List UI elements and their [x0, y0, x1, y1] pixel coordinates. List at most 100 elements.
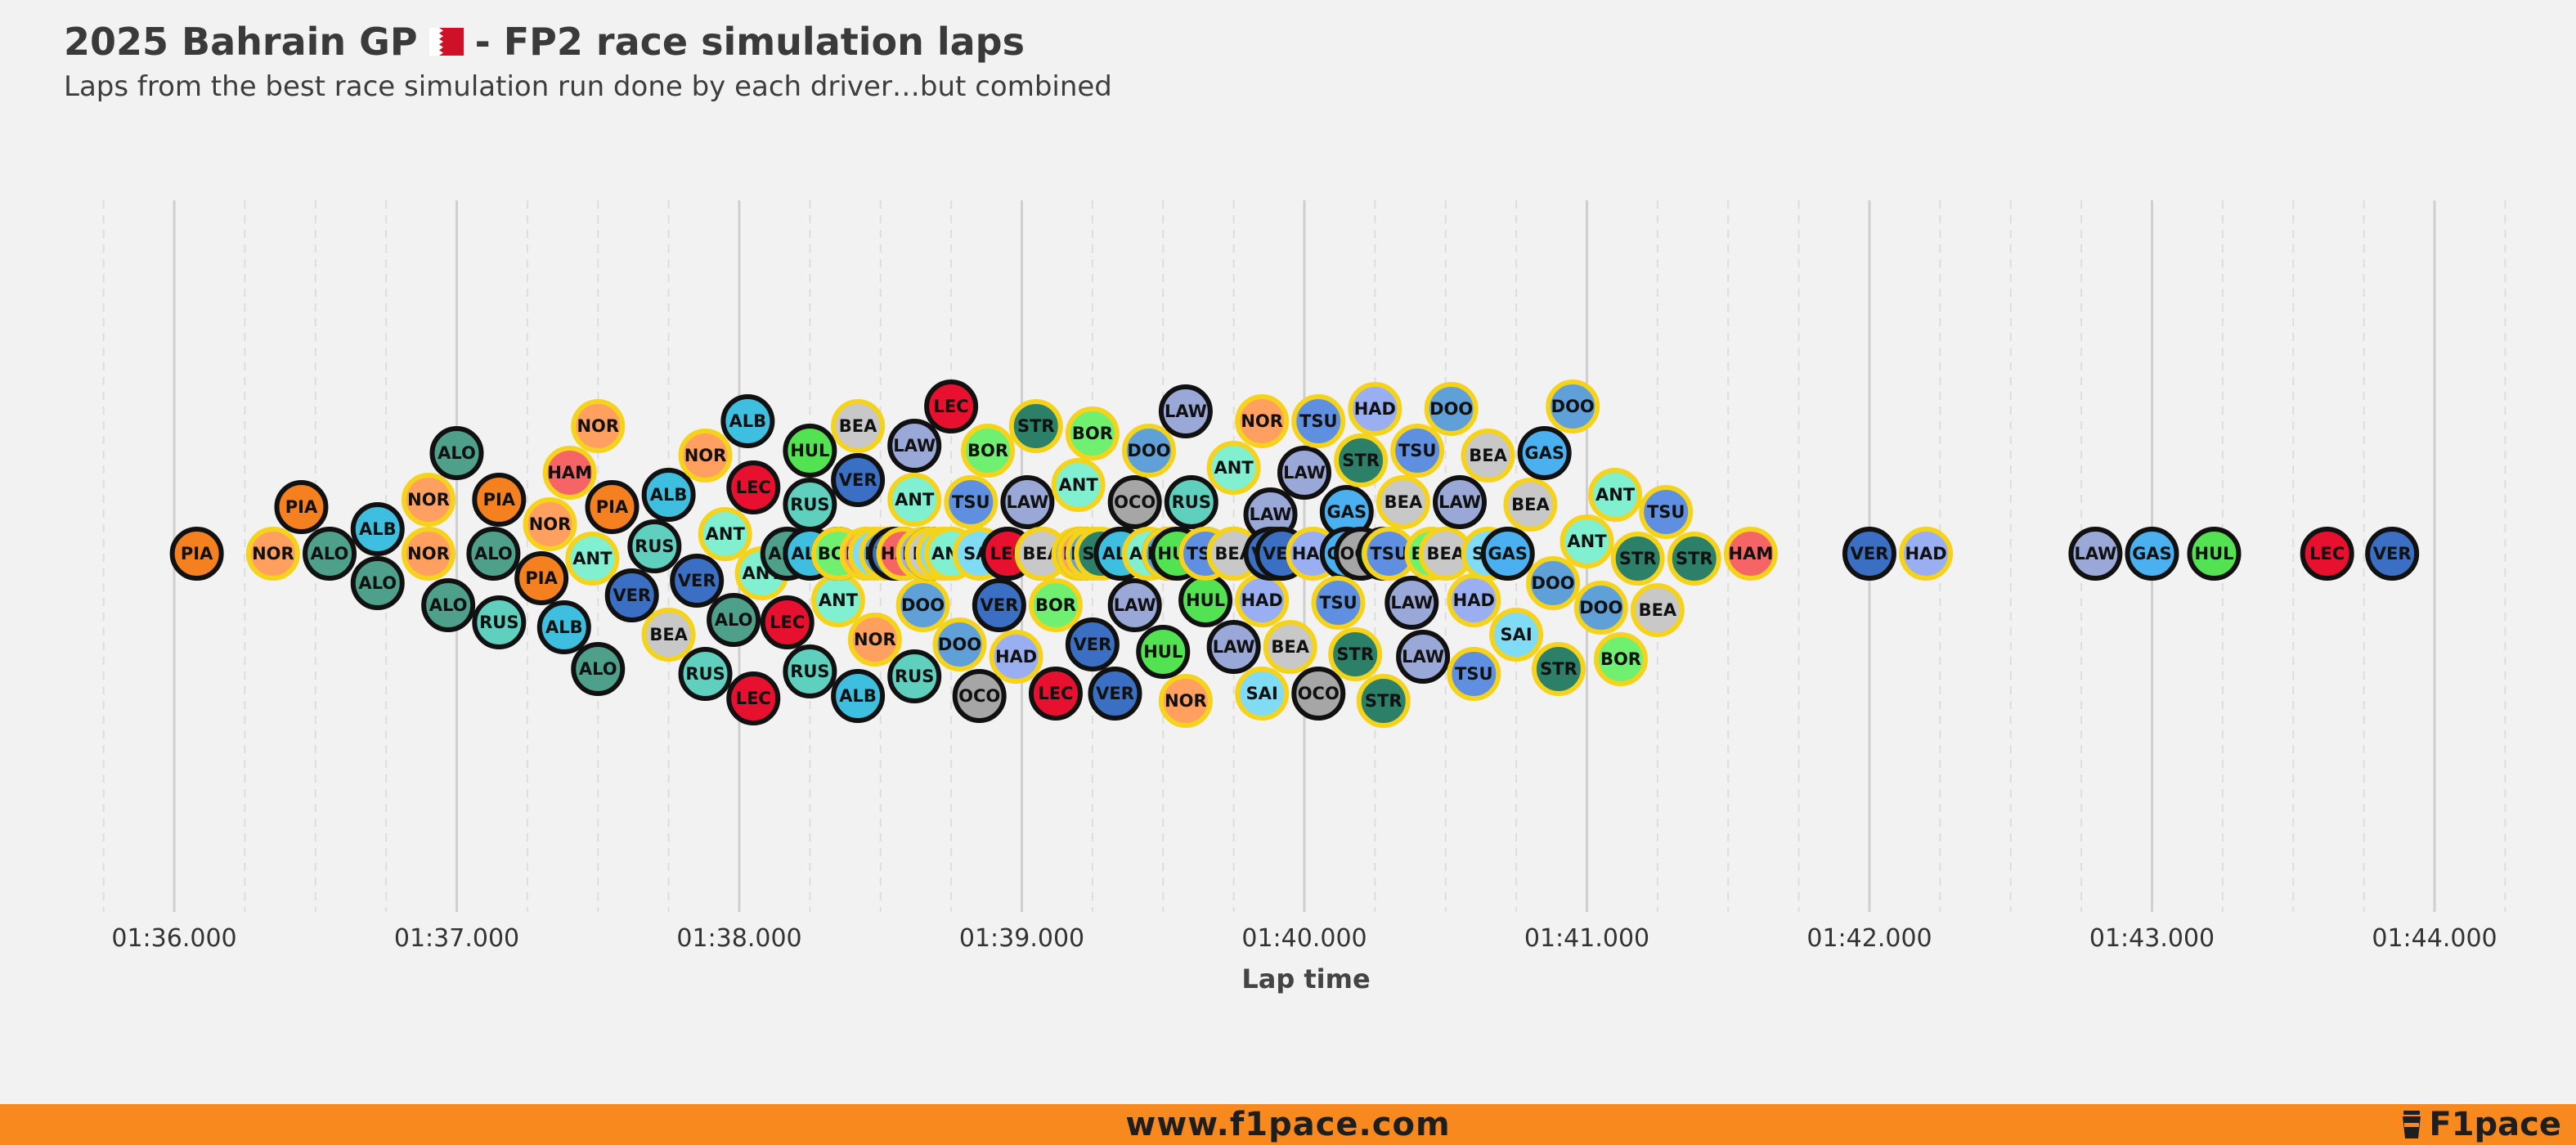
- lap-point-marker: [542, 446, 597, 500]
- lap-point-label: BEA: [1271, 637, 1309, 657]
- lap-point-label: RUS: [790, 495, 829, 514]
- lap-point-marker: [1348, 382, 1402, 436]
- lap-point: STR: [1328, 627, 1383, 681]
- footer-url-link[interactable]: www.f1pace.com: [1125, 1106, 1451, 1143]
- lap-point: OCO: [1291, 667, 1346, 721]
- lap-point-marker: [1560, 514, 1614, 568]
- lap-point-marker: [571, 399, 626, 453]
- lap-point: NOR: [523, 497, 577, 551]
- lap-point-marker: [944, 475, 999, 529]
- lap-point-marker: [1630, 583, 1685, 637]
- lap-point: LAW: [1433, 475, 1488, 529]
- lap-point-label: NOR: [854, 630, 896, 649]
- lap-point-label: TSU: [952, 492, 990, 512]
- lap-point: LEC: [1028, 667, 1083, 721]
- lap-point: NOR: [1158, 674, 1213, 728]
- lap-point-label: BEA: [1384, 492, 1423, 512]
- lap-point: HAD: [1899, 527, 1954, 581]
- lap-point-marker: [1899, 527, 1954, 581]
- lap-point-marker: [523, 497, 577, 551]
- lap-point-marker: [707, 593, 761, 647]
- lap-point-label: BEA: [1469, 446, 1507, 465]
- lap-point-marker: [1107, 475, 1162, 529]
- lap-point: ANT: [810, 573, 865, 627]
- lap-point: BOR: [1593, 632, 1648, 686]
- lap-point-marker: [536, 600, 591, 654]
- lap-point-marker: [1842, 527, 1896, 581]
- chart-title: 2025 Bahrain GP - FP2 race simulation la…: [64, 20, 1112, 64]
- lap-point-marker: [1263, 620, 1317, 674]
- lap-point-label: NOR: [1241, 411, 1283, 431]
- lap-point: RUS: [783, 478, 837, 532]
- lap-point-label: GAS: [1524, 443, 1564, 463]
- lap-point-marker: [1384, 576, 1439, 630]
- lap-point-marker: [989, 630, 1043, 684]
- lap-point-marker: [698, 507, 752, 561]
- lap-point: STR: [1531, 642, 1586, 696]
- lap-point-label: BEA: [1639, 600, 1677, 620]
- lap-point-label: TSU: [1319, 593, 1358, 613]
- lap-points: PIA NOR PIA ALO ALB ALO NOR NOR ALO ALO ALO PIA RUS P…: [169, 379, 2420, 728]
- lap-point-marker: [2125, 527, 2179, 581]
- lap-point-label: HAD: [1905, 544, 1946, 564]
- lap-point: LAW: [1384, 576, 1439, 630]
- lap-point-label: NOR: [529, 514, 572, 534]
- lap-point-label: ALO: [438, 443, 476, 463]
- lap-point: STR: [1667, 532, 1721, 586]
- lap-point-label: LAW: [1114, 595, 1156, 615]
- lap-point: ALO: [303, 527, 357, 581]
- lap-point: ALB: [350, 502, 405, 556]
- lap-point-marker: [2365, 527, 2420, 581]
- lap-point-marker: [401, 473, 456, 527]
- lap-point-label: OCO: [1114, 492, 1156, 512]
- lap-point-label: NOR: [407, 544, 450, 564]
- lap-point: LAW: [2068, 527, 2123, 581]
- lap-point: BEA: [831, 399, 886, 453]
- lap-point-label: ALB: [729, 411, 767, 431]
- lap-point-marker: [1206, 441, 1261, 495]
- lap-point: NOR: [401, 527, 456, 581]
- lap-point-label: LAW: [1438, 492, 1481, 512]
- lap-point-label: TSU: [1455, 664, 1493, 684]
- lap-point-label: STR: [1676, 549, 1713, 568]
- lap-point-marker: [726, 460, 781, 514]
- lap-point-label: VER: [1073, 635, 1111, 654]
- lap-point: ALO: [429, 426, 484, 480]
- lap-point: LEC: [2300, 527, 2354, 581]
- lap-point: VER: [1065, 617, 1120, 671]
- lap-point-label: LAW: [1283, 463, 1326, 483]
- lap-point-marker: [1291, 667, 1346, 721]
- lap-point: LAW: [1396, 630, 1451, 684]
- lap-point-label: ANT: [1567, 532, 1607, 551]
- lap-point-marker: [1206, 620, 1261, 674]
- lap-point: DOO: [1121, 424, 1176, 478]
- lap-point-label: TSU: [1299, 411, 1338, 431]
- lap-point: NOR: [245, 527, 300, 581]
- lap-point-label: LAW: [2074, 544, 2116, 564]
- lap-point: VER: [2365, 527, 2420, 581]
- lap-point-label: STR: [1336, 644, 1374, 664]
- chart-title-right: - FP2 race simulation laps: [474, 20, 1025, 64]
- lap-point-label: LAW: [1250, 505, 1292, 524]
- lap-point-marker: [887, 473, 942, 527]
- lap-point: BEA: [1630, 583, 1685, 637]
- lap-point: NOR: [847, 613, 902, 667]
- lap-point: DOO: [895, 578, 950, 632]
- lap-point: NOR: [401, 473, 456, 527]
- lap-point-label: HAM: [1729, 544, 1774, 564]
- lap-point: STR: [1008, 399, 1063, 453]
- lap-point: STR: [1356, 674, 1411, 728]
- lap-point: VER: [604, 568, 659, 622]
- lap-point-label: SAI: [1501, 625, 1533, 644]
- lap-point: HUL: [1136, 625, 1191, 679]
- lap-point-marker: [1328, 627, 1383, 681]
- lap-point-marker: [1334, 433, 1389, 487]
- lap-point-marker: [1503, 478, 1558, 532]
- lap-point: ANT: [698, 507, 752, 561]
- lap-point-marker: [783, 644, 837, 698]
- lap-point: TSU: [944, 475, 999, 529]
- lap-point: LAW: [1277, 446, 1331, 500]
- lap-point-marker: [1164, 475, 1218, 529]
- lap-point: TSU: [1291, 394, 1346, 448]
- lap-point: BOR: [961, 424, 1016, 478]
